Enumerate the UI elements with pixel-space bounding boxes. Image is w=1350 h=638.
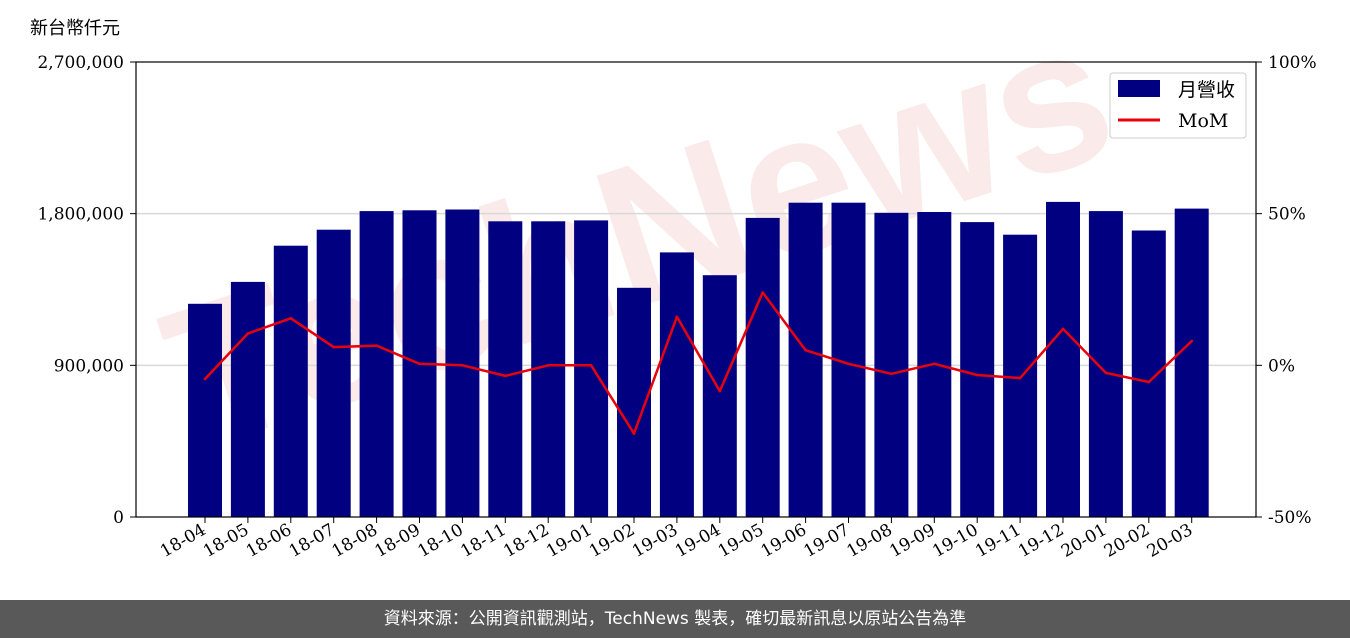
mom-point-18-04 [203, 377, 207, 381]
bar-18-06 [273, 245, 308, 517]
mom-line-series [203, 291, 1193, 435]
y-left-tick-label: 1,800,000 [37, 205, 124, 225]
mom-point-19-04 [718, 389, 722, 393]
mom-point-19-01 [589, 364, 593, 367]
y-left-tick-label: 2,700,000 [37, 53, 124, 73]
mom-point-19-03 [675, 315, 679, 319]
mom-point-19-09 [933, 362, 936, 366]
mom-point-18-10 [461, 364, 464, 367]
y-axis-left: 0 900,000 1,800,000 2,700,000 [37, 53, 136, 528]
mom-point-19-07 [847, 362, 850, 366]
x-tick-label: 18-12 [500, 520, 552, 562]
bar-20-01 [1088, 211, 1123, 517]
mom-point-18-09 [418, 362, 421, 366]
y-axis-unit-label: 新台幣仟元 [30, 18, 120, 39]
mom-point-19-11 [1018, 376, 1022, 380]
mom-point-18-12 [546, 364, 550, 367]
mom-point-19-08 [890, 372, 893, 376]
bar-19-06 [788, 202, 823, 517]
mom-point-20-02 [1147, 380, 1151, 384]
bar-19-10 [960, 222, 995, 517]
mom-point-18-07 [332, 345, 336, 349]
mom-point-20-01 [1104, 371, 1108, 375]
mom-point-19-10 [975, 373, 979, 377]
x-tick-label: 18-05 [200, 520, 252, 562]
bar-19-03 [659, 252, 694, 517]
mom-point-18-08 [375, 344, 378, 347]
x-tick-label: 19-07 [801, 520, 853, 562]
bar-18-08 [359, 211, 394, 517]
x-tick-label: 18-11 [457, 520, 509, 562]
mom-point-18-05 [246, 332, 250, 335]
bar-19-11 [1003, 234, 1038, 517]
x-tick-label: 19-05 [715, 520, 767, 562]
x-axis: 18-0418-0518-0618-0718-0818-0918-1018-11… [157, 517, 1196, 562]
bar-18-05 [230, 281, 265, 517]
bar-20-02 [1131, 230, 1166, 517]
mom-line [204, 291, 1193, 435]
bar-18-11 [488, 221, 523, 518]
legend-swatch-bar [1118, 80, 1160, 97]
x-tick-label: 18-08 [329, 520, 381, 562]
x-tick-label: 18-10 [414, 520, 466, 562]
bar-19-08 [874, 212, 909, 518]
mom-point-20-03 [1190, 339, 1193, 343]
bar-20-03 [1174, 208, 1209, 517]
x-tick-label: 18-07 [286, 520, 338, 562]
source-footer: 資料來源：公開資訊觀測站，TechNews 製表，確切最新訊息以原站公告為準 [0, 600, 1350, 638]
bar-19-05 [745, 217, 780, 517]
x-tick-label: 18-09 [372, 520, 424, 562]
legend-label-mom: MoM [1178, 110, 1228, 132]
mom-point-18-11 [504, 374, 507, 378]
legend-label-revenue: 月營收 [1178, 79, 1235, 101]
x-tick-label: 19-02 [586, 520, 638, 562]
x-tick-label: 18-06 [243, 520, 295, 562]
x-tick-label: 19-03 [629, 520, 681, 562]
mom-point-19-02 [632, 432, 636, 435]
bar-19-12 [1046, 201, 1080, 517]
x-tick-label: 19-10 [929, 520, 981, 562]
x-tick-label: 20-02 [1101, 520, 1153, 562]
x-tick-label: 19-04 [672, 520, 724, 562]
bar-series [188, 201, 1209, 518]
bar-19-04 [702, 275, 737, 517]
mom-point-19-12 [1061, 327, 1065, 331]
x-tick-label: 19-11 [972, 520, 1024, 562]
y-right-tick-label: 50% [1268, 205, 1306, 225]
x-tick-label: 19-12 [1015, 520, 1067, 562]
y-left-tick-label: 0 [113, 508, 124, 528]
y-left-tick-label: 900,000 [54, 356, 124, 376]
x-tick-label: 19-06 [758, 520, 810, 562]
bar-18-04 [188, 303, 222, 517]
x-tick-label: 20-03 [1144, 520, 1196, 562]
x-tick-label: 20-01 [1058, 520, 1110, 562]
x-tick-label: 19-01 [543, 520, 595, 562]
bar-18-07 [316, 229, 351, 517]
plot-frame [135, 61, 1257, 518]
y-right-tick-label: 100% [1268, 53, 1317, 73]
bar-19-01 [574, 220, 609, 517]
y-axis-right: -50% 0% 50% 100% [1256, 53, 1317, 528]
y-right-tick-label: 0% [1268, 356, 1295, 376]
bar-18-10 [445, 209, 480, 517]
x-tick-label: 19-09 [886, 520, 938, 562]
legend: 月營收 MoM [1109, 72, 1247, 139]
x-tick-label: 19-08 [843, 520, 895, 562]
mom-point-18-06 [289, 317, 293, 320]
y-right-tick-label: -50% [1268, 508, 1312, 528]
mom-point-19-06 [804, 348, 807, 352]
x-tick-label: 18-04 [157, 520, 209, 562]
mom-point-19-05 [761, 291, 764, 294]
